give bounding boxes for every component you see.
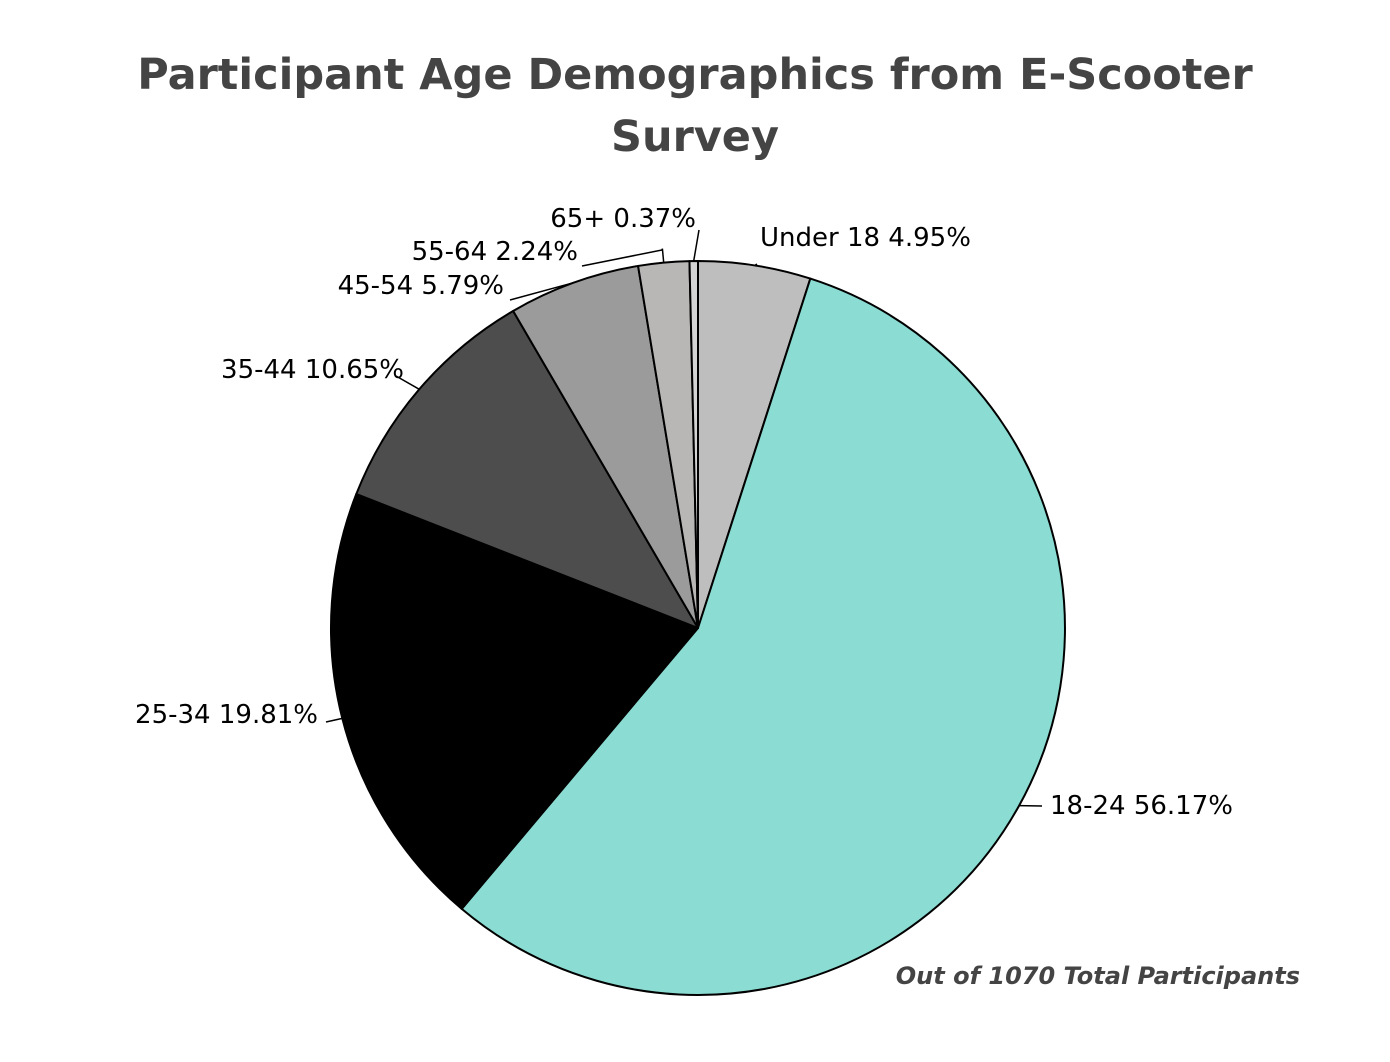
chart-footnote: Out of 1070 Total Participants bbox=[895, 962, 1300, 990]
pie-leader-lines bbox=[325, 229, 1043, 807]
slice-label-55-64: 55-64 2.24% bbox=[412, 237, 578, 267]
chart-title: Participant Age Demographics from E-Scoo… bbox=[0, 44, 1390, 168]
slice-label-45-54: 45-54 5.79% bbox=[338, 271, 504, 301]
slice-label-18-24: 18-24 56.17% bbox=[1050, 791, 1233, 821]
slice-label-25-34: 25-34 19.81% bbox=[135, 700, 318, 730]
pie-slice-25-34 bbox=[330, 493, 699, 910]
leader-line-45-54 bbox=[509, 281, 574, 301]
slice-label-65: 65+ 0.37% bbox=[550, 204, 696, 234]
slice-label-under-18: Under 18 4.95% bbox=[760, 223, 971, 253]
pie-slices bbox=[330, 260, 1066, 996]
slice-label-35-44: 35-44 10.65% bbox=[221, 355, 404, 385]
pie-slice-65 bbox=[688, 260, 699, 629]
leader-line-55-64 bbox=[581, 248, 665, 267]
chart-title-line-1: Participant Age Demographics from E-Scoo… bbox=[137, 50, 1253, 100]
pie-labels: Under 18 4.95% 18-24 56.17% 25-34 19.81% 35… bbox=[135, 204, 1233, 821]
chart-title-line-2: Survey bbox=[610, 112, 779, 162]
leader-line-under-18 bbox=[754, 263, 758, 267]
leader-line-25-34 bbox=[325, 717, 343, 723]
leader-line-35-44 bbox=[395, 375, 420, 390]
leader-line-65 bbox=[692, 229, 700, 262]
